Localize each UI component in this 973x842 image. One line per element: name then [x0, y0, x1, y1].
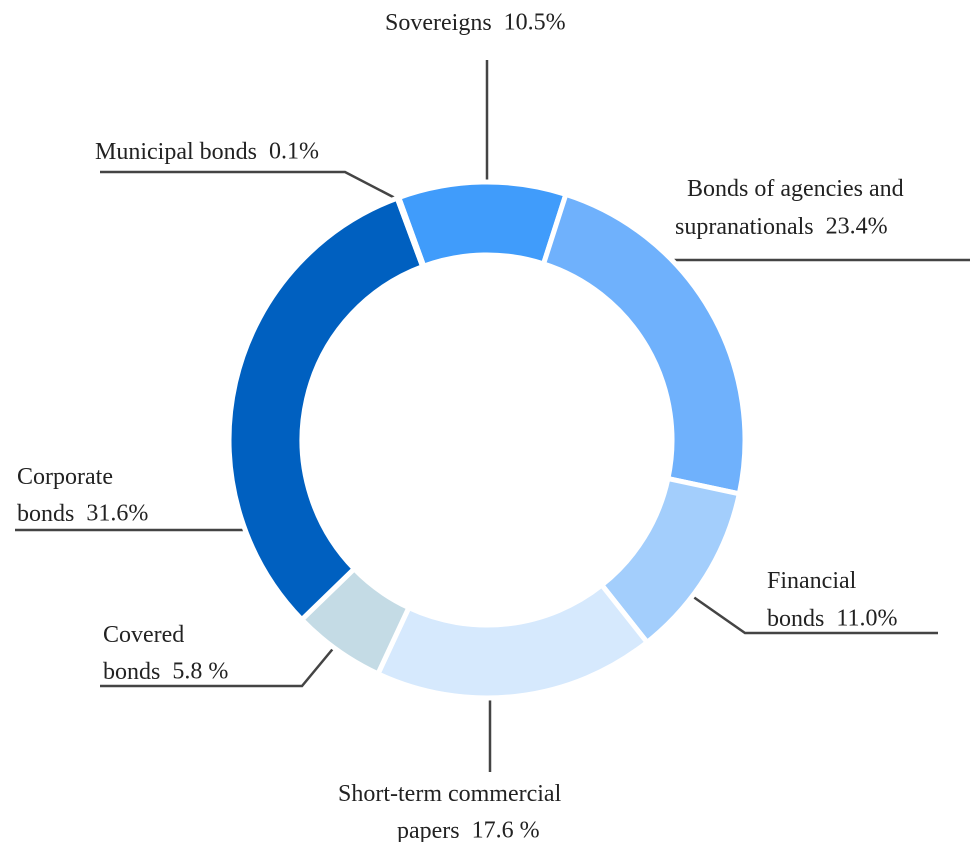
- leader-line: [691, 594, 938, 635]
- slice: [374, 581, 651, 701]
- label-line: Corporate: [17, 464, 119, 490]
- slice-label: Bonds of agencies and supranationals: [675, 176, 910, 240]
- slice-label: Sovereigns: [385, 10, 492, 36]
- slice: [394, 194, 427, 270]
- slice: [226, 194, 426, 624]
- leader-line: [15, 528, 261, 538]
- leader-line: [100, 170, 396, 200]
- value-label: 31.6%: [86, 501, 148, 527]
- value-label: 23.4%: [826, 214, 888, 240]
- slice-label: Corporate bonds: [17, 464, 119, 527]
- label-line: bonds: [103, 659, 160, 685]
- value-label: 11.0%: [836, 606, 897, 632]
- slice: [395, 179, 570, 270]
- slice-label: Financial bonds: [767, 568, 862, 632]
- slice-label: Covered bonds: [103, 622, 190, 685]
- slice-label: Short-term commercial papers: [338, 781, 567, 842]
- value-label: 17.6 %: [472, 818, 540, 842]
- value-label: 5.8 %: [172, 659, 228, 685]
- label-line: papers: [397, 818, 460, 842]
- label-line: Covered: [103, 622, 190, 648]
- label-line: Municipal bonds: [95, 139, 257, 165]
- slice: [540, 191, 748, 497]
- label-line: Short-term commercial: [338, 781, 567, 807]
- slice-label: Municipal bonds: [95, 139, 257, 165]
- leader-line: [659, 258, 970, 277]
- label-line: Financial: [767, 568, 862, 594]
- label-line: supranationals: [675, 214, 814, 240]
- label-line: Bonds of agencies and: [687, 176, 910, 202]
- value-label: 10.5%: [504, 10, 566, 36]
- label-line: Sovereigns: [385, 10, 492, 36]
- label-line: bonds: [767, 606, 824, 632]
- label-line: bonds: [17, 501, 74, 527]
- value-label: 0.1%: [269, 139, 319, 165]
- leader-line: [100, 644, 337, 688]
